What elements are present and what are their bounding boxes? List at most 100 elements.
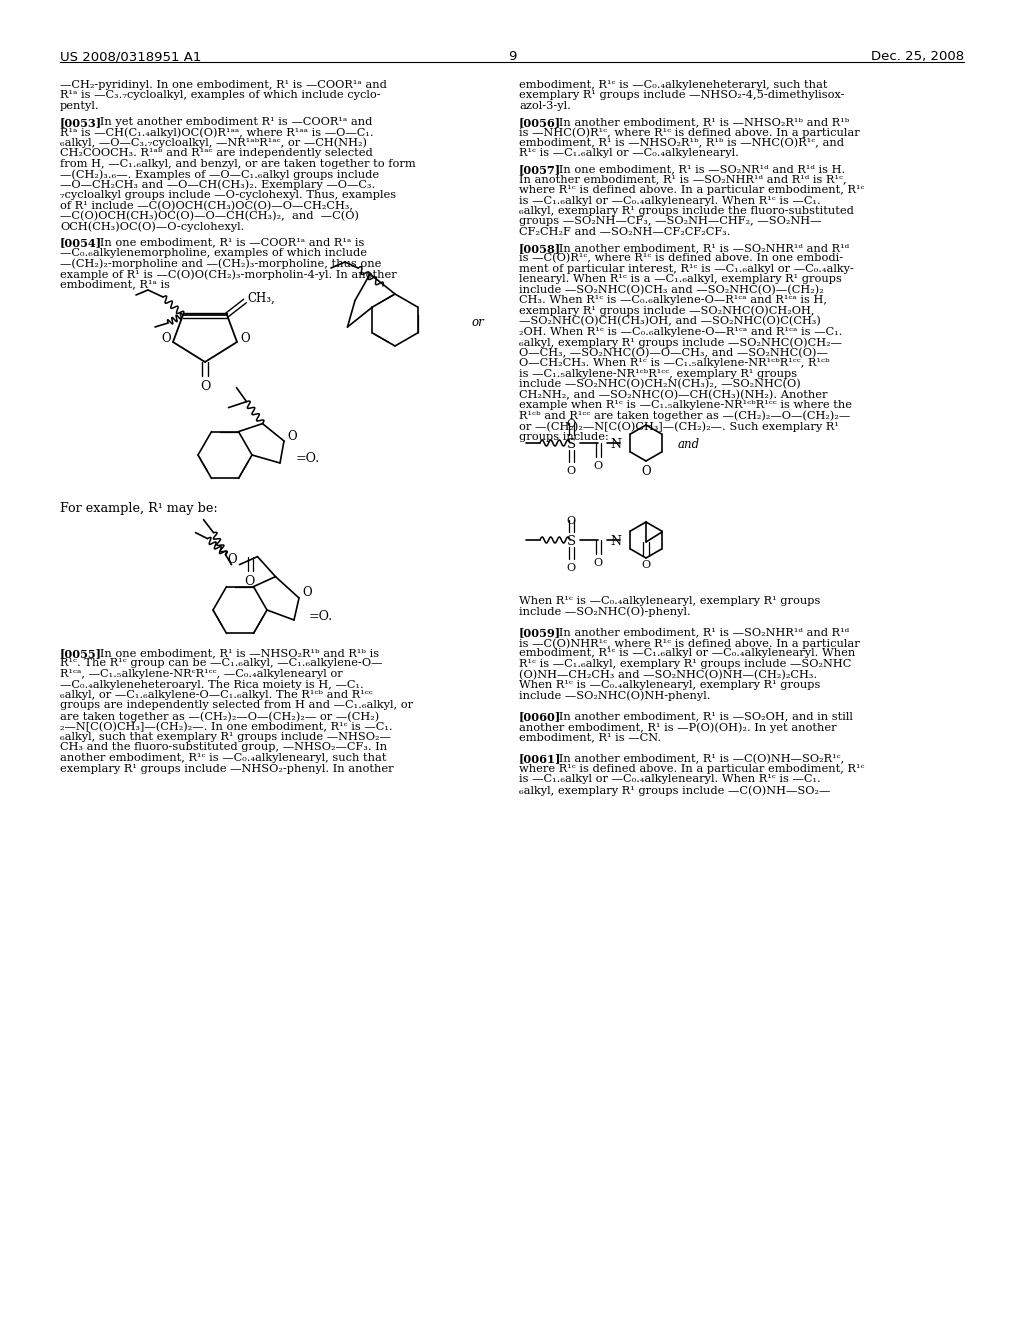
Text: or —(CH₂)₂—N[C(O)CH₃]—(CH₂)₂—. Such exemplary R¹: or —(CH₂)₂—N[C(O)CH₃]—(CH₂)₂—. Such exem… <box>519 421 839 432</box>
Text: In one embodiment, R¹ is —NHSO₂R¹ᵇ and R¹ᵇ is: In one embodiment, R¹ is —NHSO₂R¹ᵇ and R… <box>89 648 380 657</box>
Text: N: N <box>610 438 621 451</box>
Text: In one embodiment, R¹ is —COOR¹ᵃ and R¹ᵃ is: In one embodiment, R¹ is —COOR¹ᵃ and R¹ᵃ… <box>89 238 365 248</box>
Text: ₆alkyl, exemplary R¹ groups include —C(O)NH—SO₂—: ₆alkyl, exemplary R¹ groups include —C(O… <box>519 785 830 796</box>
Text: In another embodiment, R¹ is —SO₂NHR¹ᵈ and R¹ᵈ: In another embodiment, R¹ is —SO₂NHR¹ᵈ a… <box>548 627 849 638</box>
Text: embodiment, R¹ is —NHSO₂R¹ᵇ, R¹ᵇ is —NHC(O)R¹ᶜ, and: embodiment, R¹ is —NHSO₂R¹ᵇ, R¹ᵇ is —NHC… <box>519 137 844 148</box>
Text: US 2008/0318951 A1: US 2008/0318951 A1 <box>60 50 202 63</box>
Text: include —SO₂NHC(O)CH₃ and —SO₂NHC(O)—(CH₂)₂: include —SO₂NHC(O)CH₃ and —SO₂NHC(O)—(CH… <box>519 285 823 296</box>
Text: In one embodiment, R¹ is —SO₂NR¹ᵈ and R¹ᵈ is H.: In one embodiment, R¹ is —SO₂NR¹ᵈ and R¹… <box>548 164 846 174</box>
Text: In yet another embodiment R¹ is —COOR¹ᵃ and: In yet another embodiment R¹ is —COOR¹ᵃ … <box>89 116 373 127</box>
Text: embodiment, R¹ is —CN.: embodiment, R¹ is —CN. <box>519 733 662 742</box>
Text: is —C₁.₆alkyl or —C₀.₄alkylenearyl. When R¹ᶜ is —C₁.: is —C₁.₆alkyl or —C₀.₄alkylenearyl. When… <box>519 775 821 784</box>
Text: For example, R¹ may be:: For example, R¹ may be: <box>60 502 218 515</box>
Text: When R¹ᶜ is —C₀.₄alkylenearyl, exemplary R¹ groups: When R¹ᶜ is —C₀.₄alkylenearyl, exemplary… <box>519 680 820 690</box>
Text: Dec. 25, 2008: Dec. 25, 2008 <box>870 50 964 63</box>
Text: O: O <box>566 564 575 573</box>
Text: groups —SO₂NH—CF₃, —SO₂NH—CHF₂, —SO₂NH—: groups —SO₂NH—CF₃, —SO₂NH—CHF₂, —SO₂NH— <box>519 216 821 227</box>
Text: O—CH₃, —SO₂NHC(O)—O—CH₃, and —SO₂NHC(O)—: O—CH₃, —SO₂NHC(O)—O—CH₃, and —SO₂NHC(O)— <box>519 347 827 358</box>
Text: ment of particular interest, R¹ᶜ is —C₁.₆alkyl or —C₀.₄alky-: ment of particular interest, R¹ᶜ is —C₁.… <box>519 264 854 273</box>
Text: ₂—N[C(O)CH₃]—(CH₂)₂—. In one embodiment, R¹ᶜ is —C₁.: ₂—N[C(O)CH₃]—(CH₂)₂—. In one embodiment,… <box>60 722 392 731</box>
Text: is —C(O)R¹ᶜ, where R¹ᶜ is defined above. In one embodi-: is —C(O)R¹ᶜ, where R¹ᶜ is defined above.… <box>519 253 843 264</box>
Text: O: O <box>594 461 602 471</box>
Text: O: O <box>641 465 651 478</box>
Text: ₆alkyl, or —C₁.₆alkylene-O—C₁.₆alkyl. The R¹ᶜᵇ and R¹ᶜᶜ: ₆alkyl, or —C₁.₆alkylene-O—C₁.₆alkyl. Th… <box>60 690 373 700</box>
Text: O—CH₂CH₃. When R¹ᶜ is —C₁.₅alkylene-NR¹ᶜᵇR¹ᶜᶜ, R¹ᶜᵇ: O—CH₂CH₃. When R¹ᶜ is —C₁.₅alkylene-NR¹ᶜ… <box>519 358 829 368</box>
Text: or: or <box>472 315 484 329</box>
Text: O: O <box>240 331 250 345</box>
Text: —C₀.₄alkyleneheteroaryl. The Rica moiety is H, —C₁.: —C₀.₄alkyleneheteroaryl. The Rica moiety… <box>60 680 364 689</box>
Text: —C₀.₆alkylenemorpholine, examples of which include: —C₀.₆alkylenemorpholine, examples of whi… <box>60 248 367 257</box>
Text: ₆alkyl, —O—C₃.₇cycloalkyl, —NR¹ᵃᵇR¹ᵃᶜ, or —CH(NH₂): ₆alkyl, —O—C₃.₇cycloalkyl, —NR¹ᵃᵇR¹ᵃᶜ, o… <box>60 137 367 148</box>
Text: N: N <box>610 535 621 548</box>
Text: groups include:: groups include: <box>519 432 608 442</box>
Text: O: O <box>566 418 575 429</box>
Text: [0057]: [0057] <box>519 164 561 176</box>
Text: S: S <box>566 535 575 548</box>
Text: [0054]: [0054] <box>60 238 102 248</box>
Text: exemplary R¹ groups include —SO₂NHC(O)CH₂OH,: exemplary R¹ groups include —SO₂NHC(O)CH… <box>519 306 814 317</box>
Text: azol-3-yl.: azol-3-yl. <box>519 102 570 111</box>
Text: O: O <box>594 558 602 568</box>
Text: [0058]: [0058] <box>519 243 561 253</box>
Text: R¹ᵃ is —CH(C₁.₄alkyl)OC(O)R¹ᵃᵃ, where R¹ᵃᵃ is —O—C₁.: R¹ᵃ is —CH(C₁.₄alkyl)OC(O)R¹ᵃᵃ, where R¹… <box>60 127 374 137</box>
Text: ₆alkyl, exemplary R¹ groups include —SO₂NHC(O)CH₂—: ₆alkyl, exemplary R¹ groups include —SO₂… <box>519 337 842 347</box>
Text: where R¹ᶜ is defined above. In a particular embodiment, R¹ᶜ: where R¹ᶜ is defined above. In a particu… <box>519 764 864 774</box>
Text: CH₃. When R¹ᶜ is —C₀.₆alkylene-O—R¹ᶜᵃ and R¹ᶜᵃ is H,: CH₃. When R¹ᶜ is —C₀.₆alkylene-O—R¹ᶜᵃ an… <box>519 296 827 305</box>
Text: R¹ᶜ is —C₁.₆alkyl, exemplary R¹ groups include —SO₂NHC: R¹ᶜ is —C₁.₆alkyl, exemplary R¹ groups i… <box>519 659 851 669</box>
Text: O: O <box>161 331 171 345</box>
Text: R¹ᶜᵇ and R¹ᶜᶜ are taken together as —(CH₂)₂—O—(CH₂)₂—: R¹ᶜᵇ and R¹ᶜᶜ are taken together as —(CH… <box>519 411 850 421</box>
Text: R¹ᶜ is —C₁.₆alkyl or —C₀.₄alkylenearyl.: R¹ᶜ is —C₁.₆alkyl or —C₀.₄alkylenearyl. <box>519 148 739 158</box>
Text: O: O <box>287 429 297 442</box>
Text: =O.: =O. <box>309 610 333 623</box>
Text: exemplary R¹ groups include —NHSO₂-4,5-dimethylisox-: exemplary R¹ groups include —NHSO₂-4,5-d… <box>519 91 845 100</box>
Text: —C(O)OCH(CH₃)OC(O)—O—CH(CH₃)₂,  and  —C(O): —C(O)OCH(CH₃)OC(O)—O—CH(CH₃)₂, and —C(O) <box>60 211 359 222</box>
Text: O: O <box>566 516 575 525</box>
Text: R¹ᶜᵃ, —C₁.₅alkylene-NRᶜR¹ᶜᶜ, —C₀.₄alkylenearyl or: R¹ᶜᵃ, —C₁.₅alkylene-NRᶜR¹ᶜᶜ, —C₀.₄alkyle… <box>60 669 343 678</box>
Text: OCH(CH₃)OC(O)—O-cyclohexyl.: OCH(CH₃)OC(O)—O-cyclohexyl. <box>60 222 245 232</box>
Text: ₆alkyl, such that exemplary R¹ groups include —NHSO₂—: ₆alkyl, such that exemplary R¹ groups in… <box>60 733 391 742</box>
Text: is —C(O)NHR¹ᶜ, where R¹ᶜ is defined above. In a particular: is —C(O)NHR¹ᶜ, where R¹ᶜ is defined abov… <box>519 638 860 648</box>
Text: [0056]: [0056] <box>519 116 561 128</box>
Text: [0055]: [0055] <box>60 648 102 659</box>
Text: groups are independently selected from H and —C₁.₆alkyl, or: groups are independently selected from H… <box>60 701 413 710</box>
Text: O: O <box>245 574 255 587</box>
Text: embodiment, R¹ᵃ is: embodiment, R¹ᵃ is <box>60 280 170 289</box>
Text: In another embodiment, R¹ is —SO₂OH, and in still: In another embodiment, R¹ is —SO₂OH, and… <box>548 711 853 722</box>
Text: O: O <box>200 380 210 393</box>
Text: embodiment, R¹ᶜ is —C₀.₄alkyleneheteraryl, such that: embodiment, R¹ᶜ is —C₀.₄alkyleneheterary… <box>519 81 827 90</box>
Text: and: and <box>678 438 700 451</box>
Text: include —SO₂NHC(O)-phenyl.: include —SO₂NHC(O)-phenyl. <box>519 606 691 616</box>
Text: S: S <box>566 438 575 451</box>
Text: —SO₂NHC(O)CH(CH₃)OH, and —SO₂NHC(O)C(CH₃): —SO₂NHC(O)CH(CH₃)OH, and —SO₂NHC(O)C(CH₃… <box>519 317 821 326</box>
Text: 9: 9 <box>508 50 516 63</box>
Text: R¹ᶜ. The R¹ᶜ group can be —C₁.₆alkyl, —C₁.₆alkylene-O—: R¹ᶜ. The R¹ᶜ group can be —C₁.₆alkyl, —C… <box>60 659 383 668</box>
Text: where R¹ᶜ is defined above. In a particular embodiment, R¹ᶜ: where R¹ᶜ is defined above. In a particu… <box>519 185 864 195</box>
Text: [0053]: [0053] <box>60 116 102 128</box>
Text: —CH₂-pyridinyl. In one embodiment, R¹ is —COOR¹ᵃ and: —CH₂-pyridinyl. In one embodiment, R¹ is… <box>60 81 387 90</box>
Text: another embodiment, R¹ is —P(O)(OH)₂. In yet another: another embodiment, R¹ is —P(O)(OH)₂. In… <box>519 722 837 733</box>
Text: CF₂CH₂F and —SO₂NH—CF₂CF₂CF₃.: CF₂CH₂F and —SO₂NH—CF₂CF₂CF₃. <box>519 227 730 238</box>
Text: example of R¹ is —C(O)O(CH₂)₃-morpholin-4-yl. In another: example of R¹ is —C(O)O(CH₂)₃-morpholin-… <box>60 269 396 280</box>
Text: O: O <box>641 560 650 570</box>
Text: When R¹ᶜ is —C₀.₄alkylenearyl, exemplary R¹ groups: When R¹ᶜ is —C₀.₄alkylenearyl, exemplary… <box>519 597 820 606</box>
Text: are taken together as —(CH₂)₂—O—(CH₂)₂— or —(CH₂): are taken together as —(CH₂)₂—O—(CH₂)₂— … <box>60 711 379 722</box>
Text: pentyl.: pentyl. <box>60 102 99 111</box>
Text: In another embodiment, R¹ is —NHSO₂R¹ᵇ and R¹ᵇ: In another embodiment, R¹ is —NHSO₂R¹ᵇ a… <box>548 116 850 127</box>
Text: In another embodiment, R¹ is —SO₂NHR¹ᵈ and R¹ᵈ is R¹ᶜ,: In another embodiment, R¹ is —SO₂NHR¹ᵈ a… <box>519 174 847 185</box>
Text: example when R¹ᶜ is —C₁.₅alkylene-NR¹ᶜᵇR¹ᶜᶜ is where the: example when R¹ᶜ is —C₁.₅alkylene-NR¹ᶜᵇR… <box>519 400 852 411</box>
Text: from H, —C₁.₆alkyl, and benzyl, or are taken together to form: from H, —C₁.₆alkyl, and benzyl, or are t… <box>60 158 416 169</box>
Text: (O)NH—CH₂CH₃ and —SO₂NHC(O)NH—(CH₂)₂CH₃.: (O)NH—CH₂CH₃ and —SO₂NHC(O)NH—(CH₂)₂CH₃. <box>519 669 817 680</box>
Text: of R¹ include —C(O)OCH(CH₃)OC(O)—O—CH₂CH₃,: of R¹ include —C(O)OCH(CH₃)OC(O)—O—CH₂CH… <box>60 201 353 211</box>
Text: =O.: =O. <box>296 453 321 466</box>
Text: R¹ᵃ is —C₃.₇cycloalkyl, examples of which include cyclo-: R¹ᵃ is —C₃.₇cycloalkyl, examples of whic… <box>60 91 381 100</box>
Text: —(CH₂)₂-morpholine and —(CH₂)₃-morpholine, thus one: —(CH₂)₂-morpholine and —(CH₂)₃-morpholin… <box>60 259 381 269</box>
Text: [0059]: [0059] <box>519 627 561 639</box>
Text: O: O <box>227 553 238 566</box>
Text: include —SO₂NHC(O)CH₂N(CH₃)₂, —SO₂NHC(O): include —SO₂NHC(O)CH₂N(CH₃)₂, —SO₂NHC(O) <box>519 379 801 389</box>
Text: another embodiment, R¹ᶜ is —C₀.₄alkylenearyl, such that: another embodiment, R¹ᶜ is —C₀.₄alkylene… <box>60 752 386 763</box>
Text: O: O <box>566 466 575 477</box>
Text: ₆alkyl, exemplary R¹ groups include the fluoro-substituted: ₆alkyl, exemplary R¹ groups include the … <box>519 206 854 216</box>
Text: —O—CH₂CH₃ and —O—CH(CH₃)₂. Exemplary —O—C₃.: —O—CH₂CH₃ and —O—CH(CH₃)₂. Exemplary —O—… <box>60 180 375 190</box>
Text: CH₃,: CH₃, <box>247 292 274 305</box>
Text: CH₂NH₂, and —SO₂NHC(O)—CH(CH₃)(NH₂). Another: CH₂NH₂, and —SO₂NHC(O)—CH(CH₃)(NH₂). Ano… <box>519 389 827 400</box>
